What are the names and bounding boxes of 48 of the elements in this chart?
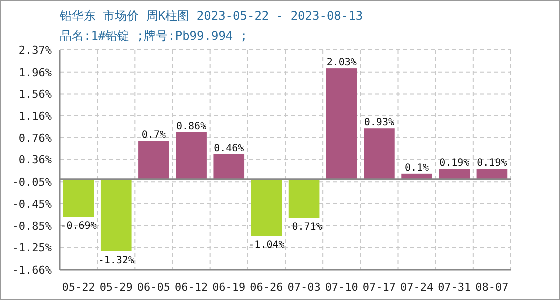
x-tick-label: 07-24 [400, 281, 434, 294]
y-tick-label: 0.36% [18, 154, 52, 167]
x-tick-label: 06-19 [212, 281, 246, 294]
y-tick-label: -1.66% [12, 264, 52, 277]
bar [63, 179, 94, 218]
x-tick-label: 08-07 [476, 281, 509, 294]
y-tick-label: -0.85% [12, 220, 52, 233]
y-tick-label: -1.25% [12, 242, 52, 255]
chart-title: 铅华东 市场价 周K柱图 2023-05-22 - 2023-08-13 [59, 9, 364, 23]
data-label: 0.19% [440, 158, 470, 170]
bar [138, 141, 170, 180]
y-tick-label: 0.76% [18, 132, 52, 145]
x-tick-label: 07-31 [438, 281, 472, 294]
x-tick-label: 05-29 [100, 281, 133, 294]
bar [251, 179, 282, 236]
chart-subtitle: 品名:1#铅锭 ;牌号:Pb99.994 ; [60, 29, 248, 43]
bar [288, 179, 320, 218]
bar [326, 68, 358, 180]
y-tick-label: -0.45% [12, 198, 52, 211]
data-label: -1.32% [98, 255, 134, 266]
data-label: 0.1% [404, 162, 430, 174]
x-tick-label: 05-22 [62, 281, 96, 294]
x-tick-label: 07-03 [288, 281, 321, 294]
data-label: 0.46% [214, 143, 244, 154]
y-tick-label: -0.05% [12, 176, 52, 190]
bar [214, 154, 245, 180]
x-tick-label: 06-05 [137, 281, 171, 294]
data-label: 0.93% [364, 118, 395, 129]
x-tick-label: 06-26 [250, 281, 284, 294]
bar [439, 169, 470, 180]
x-tick-label: 07-17 [362, 281, 396, 294]
y-tick-label: 1.56% [18, 88, 52, 102]
bar [364, 128, 395, 180]
bar [100, 179, 132, 252]
data-label: -0.69% [60, 221, 97, 232]
data-label: 0.7% [142, 130, 166, 142]
data-label: 0.86% [176, 121, 207, 132]
data-label: -0.71% [286, 222, 322, 234]
x-tick-label: 06-12 [174, 281, 208, 294]
data-label: 2.03% [326, 58, 357, 69]
bar [176, 132, 207, 180]
y-tick-label: 1.16% [18, 110, 52, 124]
bar [476, 169, 508, 180]
y-tick-label: 2.37% [18, 44, 52, 57]
data-label: -1.04% [248, 240, 285, 252]
data-label: 0.19% [477, 158, 508, 170]
y-tick-label: 1.96% [18, 66, 52, 80]
x-tick-label: 07-10 [325, 281, 358, 294]
